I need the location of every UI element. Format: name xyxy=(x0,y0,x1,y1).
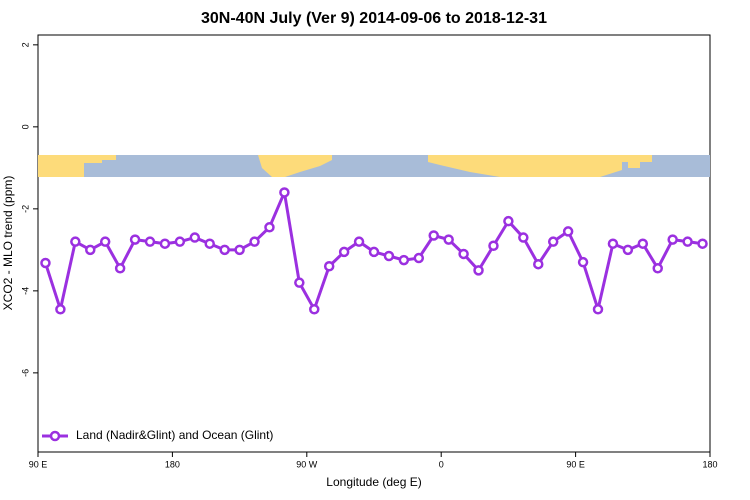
data-point xyxy=(234,244,245,256)
y-tick-label: -4 xyxy=(20,287,30,295)
x-tick-label: 180 xyxy=(165,459,180,469)
data-point xyxy=(338,246,350,258)
data-point xyxy=(85,244,96,256)
legend-label: Land (Nadir&Glint) and Ocean (Glint) xyxy=(76,428,273,442)
data-point xyxy=(547,236,559,247)
y-tick-label: -6 xyxy=(20,369,30,377)
data-point xyxy=(159,238,171,249)
data-point xyxy=(249,236,260,247)
data-point xyxy=(622,244,634,256)
data-point xyxy=(323,261,335,272)
data-point xyxy=(607,238,619,249)
x-axis-label: Longitude (deg E) xyxy=(326,475,421,489)
x-tick-label: 90 E xyxy=(566,459,585,469)
data-point xyxy=(383,250,395,262)
data-point xyxy=(592,304,604,315)
data-point xyxy=(637,238,649,249)
data-point xyxy=(70,236,81,247)
data-point xyxy=(473,265,484,276)
data-point xyxy=(562,226,574,237)
data-point xyxy=(264,222,275,233)
data-point xyxy=(294,277,305,288)
plot-frame xyxy=(37,34,711,453)
data-point xyxy=(667,234,678,245)
x-tick-label: 90 W xyxy=(296,459,318,469)
data-point xyxy=(204,238,215,249)
data-point xyxy=(189,232,201,243)
data-point xyxy=(219,244,230,256)
data-point xyxy=(577,256,589,268)
y-tick-label: 0 xyxy=(20,124,30,129)
y-tick-label: -2 xyxy=(20,205,30,213)
data-point xyxy=(40,257,51,269)
data-point xyxy=(114,263,126,274)
map-strip xyxy=(38,155,710,177)
data-point xyxy=(533,258,544,270)
data-point xyxy=(398,254,410,266)
data-point xyxy=(443,234,454,245)
data-point xyxy=(697,238,708,249)
y-tick-label: 2 xyxy=(20,42,30,47)
x-tick-label: 0 xyxy=(439,459,444,469)
data-point xyxy=(368,246,380,258)
data-point xyxy=(129,234,141,245)
data-point xyxy=(413,252,425,264)
y-axis-label: XCO2 - MLO trend (ppm) xyxy=(1,176,15,311)
data-point xyxy=(353,236,365,247)
data-point xyxy=(458,248,469,260)
x-tick-label: 90 E xyxy=(29,459,48,469)
data-point xyxy=(55,304,66,315)
data-point xyxy=(144,236,156,247)
data-point xyxy=(652,263,663,274)
legend-marker xyxy=(49,430,61,442)
data-point xyxy=(488,240,499,252)
data-point xyxy=(503,215,514,227)
data-point xyxy=(99,236,111,247)
data-point xyxy=(518,232,529,243)
data-point xyxy=(682,236,693,247)
data-point xyxy=(428,230,439,241)
chart-title: 30N-40N July (Ver 9) 2014-09-06 to 2018-… xyxy=(201,10,547,27)
data-point xyxy=(174,236,186,247)
x-tick-label: 180 xyxy=(702,459,717,469)
data-point xyxy=(279,187,290,198)
data-point xyxy=(309,304,320,315)
